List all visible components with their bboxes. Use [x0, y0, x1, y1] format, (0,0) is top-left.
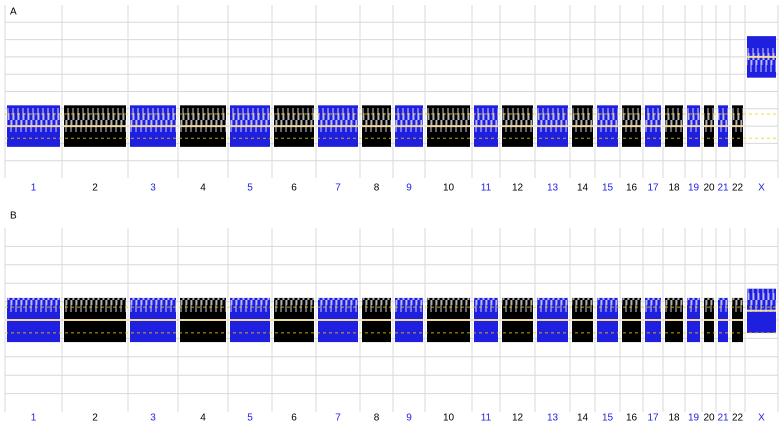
- chromosome-label: 18: [668, 183, 680, 194]
- chromosome-label: 6: [291, 413, 297, 424]
- chromosome-label: 4: [200, 413, 206, 424]
- chromosome-label: 1: [31, 183, 37, 194]
- chromosome-label: 12: [512, 413, 524, 424]
- chromosome-label: 19: [688, 413, 700, 424]
- panel-label: A: [10, 7, 17, 18]
- chromosome-label: 22: [732, 183, 744, 194]
- chromosome-label: 15: [602, 413, 614, 424]
- chromosome-label: 2: [92, 413, 98, 424]
- chromosome-label: 6: [291, 183, 297, 194]
- chromosome-label: 10: [443, 183, 455, 194]
- chromosome-label: 9: [406, 413, 412, 424]
- chromosome-label: 2: [92, 183, 98, 194]
- chromosome-label: 16: [626, 183, 638, 194]
- chromosome-label: 4: [200, 183, 206, 194]
- chromosome-label: 21: [717, 413, 729, 424]
- chromosome-label: 13: [547, 413, 559, 424]
- chromosome-label: 5: [247, 413, 253, 424]
- chromosome-label: 18: [668, 413, 680, 424]
- chromosome-label: 19: [688, 183, 700, 194]
- chromosome-label: 20: [703, 183, 715, 194]
- chromosome-label: 8: [374, 183, 380, 194]
- chromosome-label: 7: [335, 413, 341, 424]
- chromosome-label: 20: [703, 413, 715, 424]
- chromosome-label: 17: [647, 413, 659, 424]
- chromosome-label: 10: [443, 413, 455, 424]
- chromosome-label: 11: [481, 183, 492, 194]
- chromosome-label: 16: [626, 413, 638, 424]
- chromosome-label: 7: [335, 183, 341, 194]
- chromosome-label: 17: [647, 183, 659, 194]
- chromosome-label: 5: [247, 183, 253, 194]
- chromosome-label: 15: [602, 183, 614, 194]
- chromosome-label: 21: [717, 183, 729, 194]
- chromosome-label: 8: [374, 413, 380, 424]
- chromosome-label: 11: [481, 413, 492, 424]
- chromosome-label: 22: [732, 413, 744, 424]
- chromosome-label: 3: [150, 183, 156, 194]
- chromosome-label: 13: [547, 183, 559, 194]
- chromosome-label: 3: [150, 413, 156, 424]
- chromosome-label: X: [758, 413, 765, 424]
- chromosome-label: 9: [406, 183, 412, 194]
- chromosome-label: 1: [31, 413, 37, 424]
- chromosome-label: 14: [577, 183, 589, 194]
- chromosome-label: 14: [577, 413, 589, 424]
- chromosome-label: X: [758, 183, 765, 194]
- panel-label: B: [10, 211, 17, 222]
- chromosome-label: 12: [512, 183, 524, 194]
